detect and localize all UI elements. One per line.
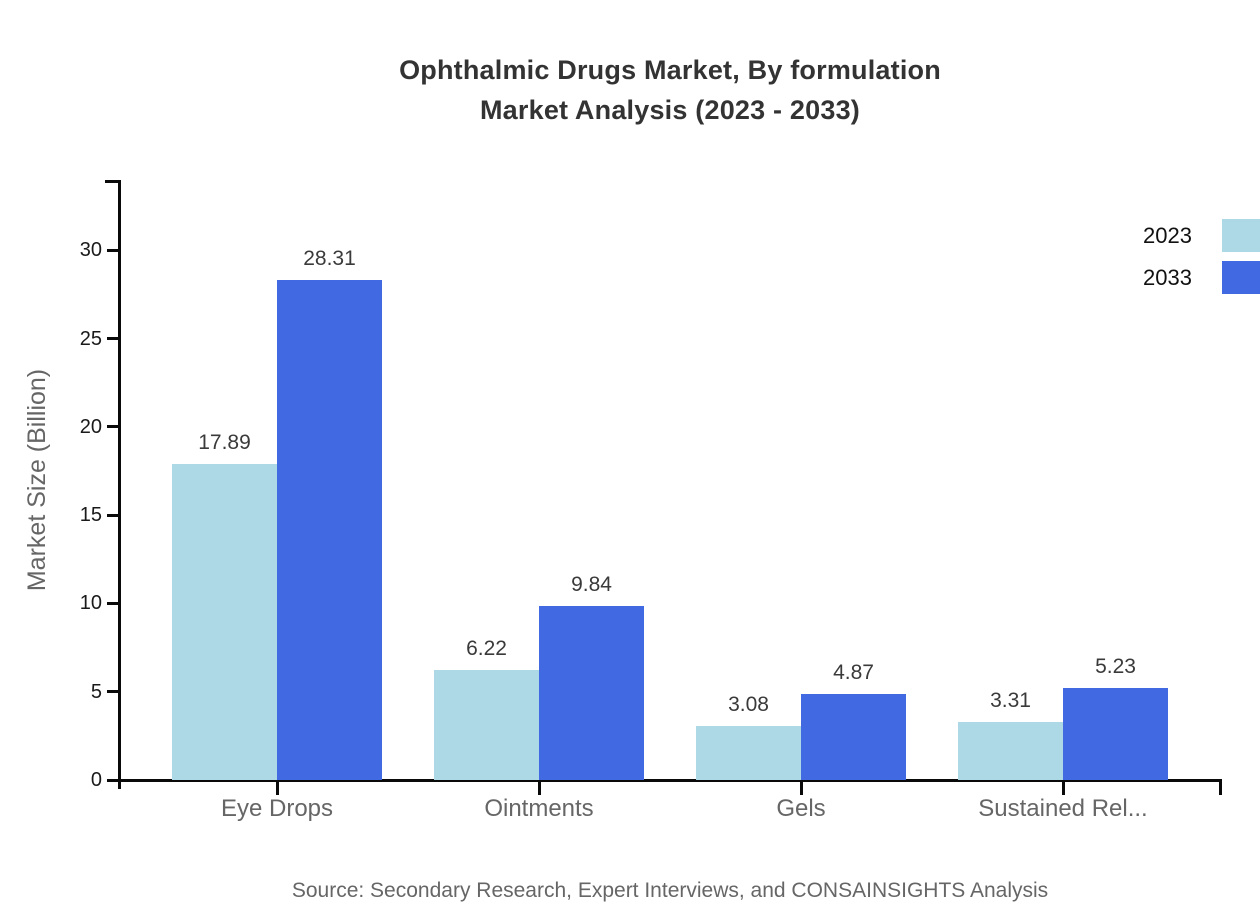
bar-2033-ointments xyxy=(539,606,644,780)
bar-value-label: 6.22 xyxy=(466,637,507,660)
y-axis-tick xyxy=(107,248,118,252)
y-axis-tick xyxy=(107,778,118,782)
x-category-label: Ointments xyxy=(484,795,594,822)
bar-value-label: 4.87 xyxy=(833,661,874,684)
bar-2033-eye-drops xyxy=(277,280,382,780)
x-axis-tick xyxy=(1061,782,1065,795)
y-axis-title: Market Size (Billion) xyxy=(23,368,51,592)
legend-swatch-2023 xyxy=(1222,219,1260,252)
bar-value-label: 17.89 xyxy=(198,431,251,454)
y-axis-tick xyxy=(107,425,118,429)
x-axis-tick xyxy=(537,782,541,795)
source-note: Source: Secondary Research, Expert Inter… xyxy=(291,879,1049,902)
y-tick-label: 30 xyxy=(79,239,102,262)
x-axis-end-cap xyxy=(1219,782,1222,795)
x-axis-tick xyxy=(799,782,803,795)
y-axis-tick xyxy=(107,337,118,340)
bar-2033-gels xyxy=(801,694,906,780)
x-axis-tick xyxy=(275,782,279,795)
bar-2033-sustained-rel xyxy=(1063,688,1168,780)
y-tick-label: 5 xyxy=(90,680,102,703)
bar-2023-sustained-rel xyxy=(958,722,1063,780)
x-category-label: Gels xyxy=(776,795,826,822)
y-axis-tick xyxy=(107,513,118,517)
x-category-label: Sustained Rel... xyxy=(978,795,1148,822)
y-axis-tick xyxy=(107,690,118,694)
bar-value-label: 28.31 xyxy=(303,247,356,270)
legend-label: 2033 xyxy=(1143,265,1192,290)
bar-value-label: 3.08 xyxy=(728,693,769,716)
y-axis-line xyxy=(118,180,121,789)
bar-value-label: 5.23 xyxy=(1095,655,1136,678)
bar-2023-ointments xyxy=(434,670,539,780)
x-category-label: Eye Drops xyxy=(220,795,334,822)
y-tick-label: 25 xyxy=(79,327,102,350)
chart-title-line2: Market Analysis (2023 - 2033) xyxy=(479,95,860,125)
y-tick-label: 0 xyxy=(90,769,102,791)
legend-swatch-2033 xyxy=(1222,261,1260,294)
bar-value-label: 9.84 xyxy=(571,573,612,596)
legend-label: 2023 xyxy=(1143,223,1192,248)
y-tick-label: 15 xyxy=(79,504,102,527)
y-tick-label: 10 xyxy=(79,592,102,615)
x-axis-line xyxy=(118,779,1222,782)
bar-2023-gels xyxy=(696,726,801,780)
y-tick-label: 20 xyxy=(79,415,102,438)
chart-title: Ophthalmic Drugs Market, By formulation … xyxy=(80,50,1260,130)
bar-value-label: 3.31 xyxy=(990,689,1031,712)
y-axis-end-cap xyxy=(105,180,118,183)
bar-2023-eye-drops xyxy=(172,464,277,780)
chart-title-line1: Ophthalmic Drugs Market, By formulation xyxy=(399,55,941,85)
y-axis-tick xyxy=(107,601,118,605)
